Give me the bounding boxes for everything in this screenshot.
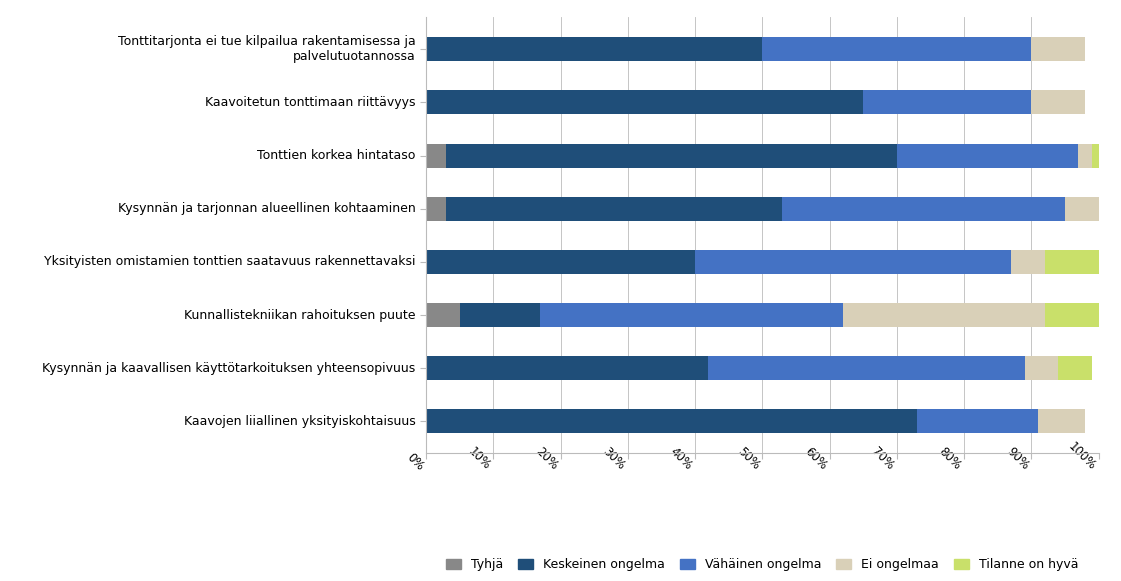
Bar (460, 303, 540, 327)
Bar (1058, 356, 1092, 380)
Bar (843, 303, 1045, 327)
Bar (782, 197, 1065, 221)
Bar (1078, 144, 1092, 167)
Bar (1038, 410, 1085, 433)
Bar (1031, 37, 1085, 61)
Bar (446, 144, 897, 167)
Bar (1092, 144, 1099, 167)
Bar (540, 303, 843, 327)
Bar (426, 37, 762, 61)
Bar (1045, 250, 1099, 274)
Bar (708, 356, 1025, 380)
Bar (695, 250, 1011, 274)
Bar (426, 197, 446, 221)
Bar (917, 410, 1038, 433)
Bar (426, 303, 460, 327)
Bar (1025, 356, 1058, 380)
Bar (1031, 91, 1085, 114)
Bar (1045, 303, 1099, 327)
Bar (426, 356, 708, 380)
Bar (426, 91, 863, 114)
Bar (897, 144, 1078, 167)
Bar (762, 37, 1031, 61)
Bar (426, 410, 917, 433)
Bar (1011, 250, 1045, 274)
Legend: Tyhjä, Keskeinen ongelma, Vähäinen ongelma, Ei ongelmaa, Tilanne on hyvä: Tyhjä, Keskeinen ongelma, Vähäinen ongel… (439, 552, 1085, 578)
Bar (446, 197, 782, 221)
Bar (426, 250, 695, 274)
Bar (1065, 197, 1099, 221)
Bar (863, 91, 1031, 114)
Bar (426, 144, 446, 167)
